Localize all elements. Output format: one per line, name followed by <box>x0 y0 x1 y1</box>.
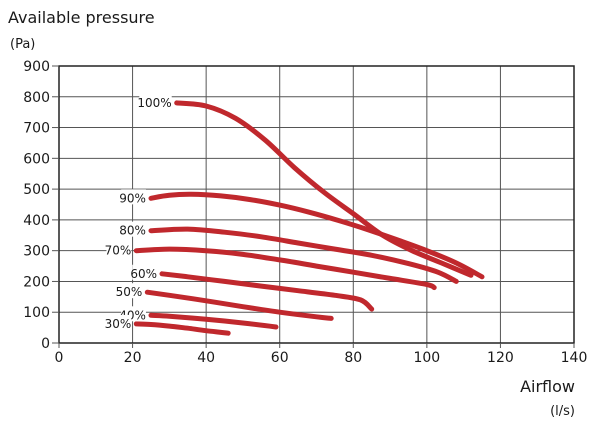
x-tick-label-120: 120 <box>487 350 514 366</box>
series-label-bg-100 <box>139 93 172 109</box>
chart-title: Available pressure <box>8 8 155 27</box>
series-label-80: 80% <box>119 224 146 238</box>
series-label-bg-70 <box>106 241 132 257</box>
y-tick-label-900: 900 <box>23 59 50 75</box>
series-curve-40 <box>148 312 279 330</box>
series-curve-50 <box>144 289 334 321</box>
y-tick-label-700: 700 <box>23 121 50 137</box>
series-curve-70 <box>133 246 437 291</box>
y-tick-label-800: 800 <box>23 90 50 106</box>
y-tick-label-600: 600 <box>23 151 50 167</box>
series-labels: 100%90%80%70%60%50%40%30% <box>105 93 172 331</box>
x-tick-label-40: 40 <box>197 350 215 366</box>
x-tick-label-0: 0 <box>55 350 64 366</box>
series-curve-80 <box>148 226 459 284</box>
y-tick-label-100: 100 <box>23 305 50 321</box>
x-tick-label-20: 20 <box>124 350 142 366</box>
series-label-90: 90% <box>119 191 146 205</box>
y-tick-label-400: 400 <box>23 213 50 229</box>
y-tick-label-500: 500 <box>23 182 50 198</box>
series-label-70: 70% <box>105 244 132 258</box>
y-tick-labels: 0 100 200 300 400 500 600 700 800 900 <box>23 59 59 352</box>
plot-frame <box>58 65 575 344</box>
series-curves <box>133 100 485 336</box>
x-axis-unit: (l/s) <box>550 404 575 419</box>
y-tick-label-300: 300 <box>23 244 50 260</box>
series-label-bg-80 <box>121 221 146 237</box>
x-tick-label-60: 60 <box>271 350 289 366</box>
series-label-50: 50% <box>116 285 143 299</box>
series-curve-90 <box>148 191 485 280</box>
series-label-bg-60 <box>132 264 157 280</box>
series-label-100: 100% <box>137 96 171 110</box>
x-tick-label-140: 140 <box>561 350 588 366</box>
y-tick-label-200: 200 <box>23 274 50 290</box>
series-label-bg-30 <box>106 314 132 330</box>
series-curve-30 <box>133 321 231 336</box>
series-curve-60 <box>159 271 375 312</box>
series-label-60: 60% <box>130 267 157 281</box>
series-label-bg-50 <box>117 283 143 299</box>
y-axis-unit: (Pa) <box>10 37 35 52</box>
series-label-30: 30% <box>105 317 132 331</box>
series-curve-100 <box>174 100 474 278</box>
x-axis-label: Airflow <box>520 377 575 396</box>
x-tick-label-100: 100 <box>413 350 440 366</box>
y-tick-label-0: 0 <box>41 336 50 352</box>
series-label-bg-90 <box>121 189 146 205</box>
x-tick-label-80: 80 <box>344 350 362 366</box>
x-tick-labels: 0 20 40 60 80 100 120 140 <box>55 343 588 366</box>
